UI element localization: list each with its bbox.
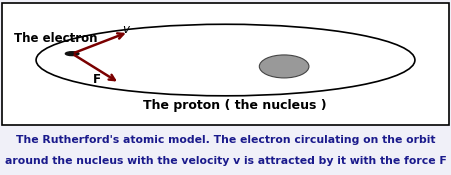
Ellipse shape: [259, 55, 309, 78]
Circle shape: [65, 52, 79, 56]
Text: around the nucleus with the velocity v is attracted by it with the force F: around the nucleus with the velocity v i…: [5, 156, 446, 166]
Text: The Rutherford's atomic model. The electron circulating on the orbit: The Rutherford's atomic model. The elect…: [16, 135, 435, 145]
Text: The proton ( the nucleus ): The proton ( the nucleus ): [143, 99, 327, 112]
Text: The electron: The electron: [14, 32, 97, 45]
Text: F: F: [92, 73, 101, 86]
Text: v: v: [122, 23, 129, 36]
